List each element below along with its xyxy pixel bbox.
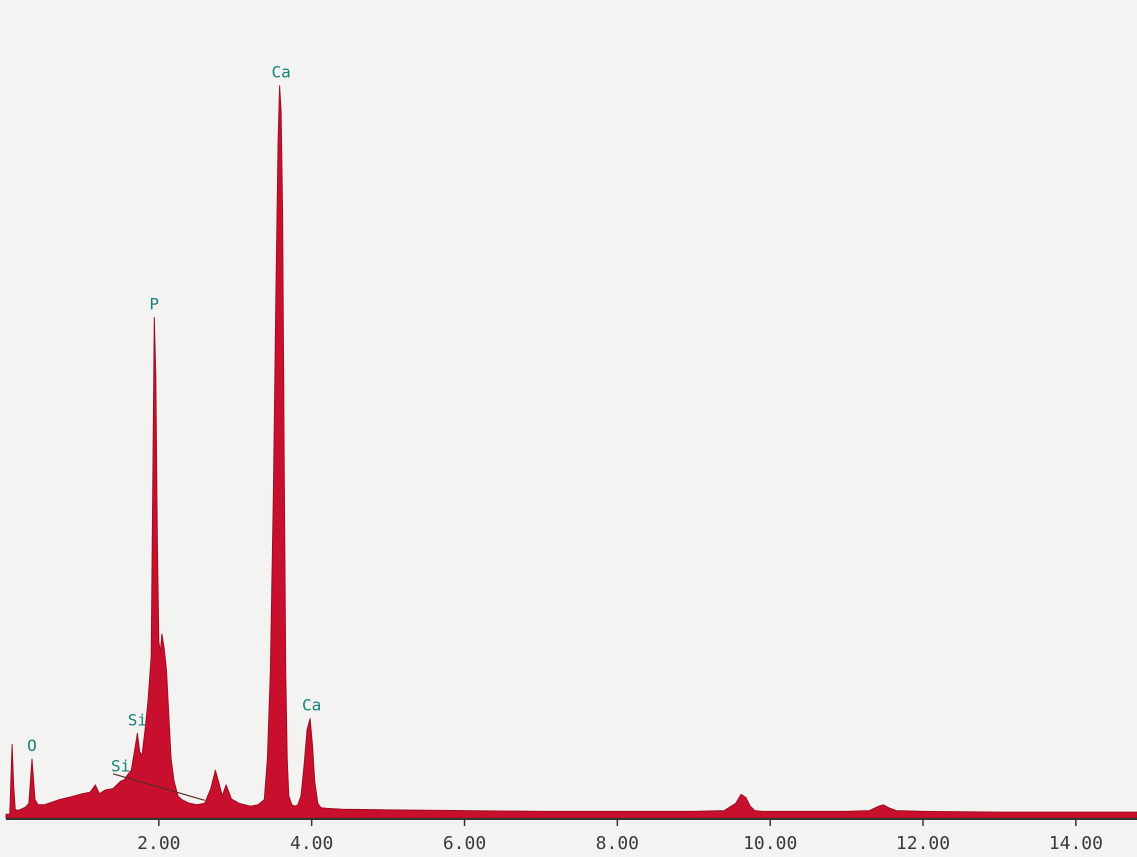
peak-label-ca-2: Ca — [302, 696, 321, 715]
spectrum-area-series-0 — [5, 85, 1137, 819]
peak-label-p-1: P — [149, 295, 159, 314]
peak-label-si-4: Si — [128, 710, 147, 729]
series-layer — [5, 85, 1137, 819]
x-tick-label-12: 12.00 — [896, 833, 950, 854]
peak-label-ca-0: Ca — [271, 63, 290, 82]
peak-label-o-3: O — [27, 736, 37, 755]
x-tick-label-14: 14.00 — [1049, 833, 1103, 854]
x-tick-label-10: 10.00 — [743, 833, 797, 854]
x-tick-label-6: 6.00 — [443, 833, 486, 854]
x-tick-label-2: 2.00 — [137, 833, 180, 854]
peak-label-si-5: Si — [111, 757, 130, 776]
x-tick-label-8: 8.00 — [596, 833, 639, 854]
peak-labels: Ca P Ca O Si Si — [27, 63, 321, 776]
background-fit-line — [112, 773, 205, 801]
x-tick-label-4: 4.00 — [290, 833, 333, 854]
x-axis: 2.00 4.00 6.00 8.00 10.00 12.00 14.00 — [6, 818, 1137, 854]
